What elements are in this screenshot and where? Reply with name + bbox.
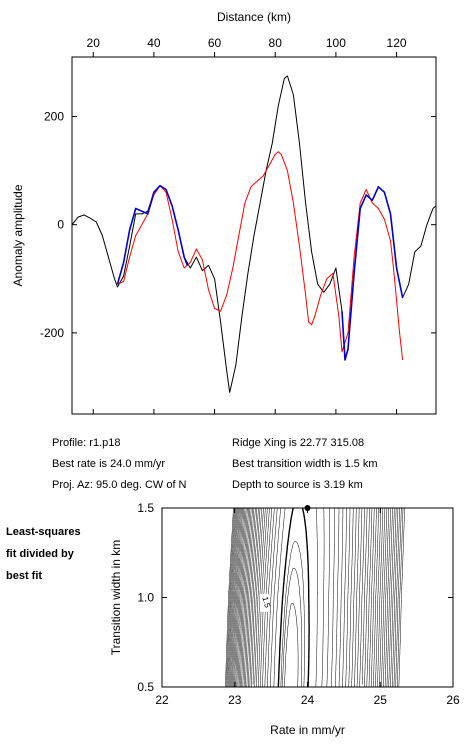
contour-x-tick-label: 25 [374, 693, 388, 707]
contour-level-line [236, 508, 386, 687]
contour-level-line [270, 508, 325, 687]
contour-x-tick-label: 22 [155, 693, 169, 707]
fit_window-series-line [116, 184, 189, 285]
contour-frame [161, 507, 454, 688]
contour-level-line [277, 508, 310, 687]
profile-label: Profile: r1.p18 [52, 437, 121, 449]
contour-level-line [237, 508, 384, 687]
contour-level-line [243, 508, 373, 687]
contour-level-line [267, 508, 330, 687]
contour-y-tick-label: 0.5 [137, 680, 154, 694]
y-tick-label: -200 [40, 326, 64, 340]
contour-level-line [231, 508, 395, 687]
contour-level-line [284, 602, 299, 687]
contour-level-line [228, 508, 400, 687]
contour-level-label: 1.5 [260, 596, 272, 610]
contour-level-line [248, 508, 365, 687]
x-tick-label: 100 [326, 36, 346, 50]
contour-y-tick-label: 1.0 [137, 591, 154, 605]
ridge-crossing-label: Ridge Xing is 22.77 315.08 [232, 437, 365, 449]
contour-level-line [230, 508, 397, 687]
x-axis-title: Distance (km) [217, 10, 291, 24]
contour-level-line [280, 540, 305, 687]
y-tick-label: 200 [44, 110, 64, 124]
contour-level-line [249, 508, 363, 687]
contour-level-line [228, 508, 399, 687]
contour-level-line [246, 508, 368, 687]
contour-y-axis-title: Transition width in km [109, 540, 123, 656]
anomaly-profile-plot: 20 40 60 80 100 120 -200 0 200 Distance (km) Anoma… [11, 10, 437, 415]
projection-azimuth-label: Proj. Az: 95.0 deg. CW of N [52, 479, 187, 491]
contour-level-line [254, 508, 354, 687]
contour-level-line [227, 508, 402, 687]
contour-level-line [234, 508, 390, 687]
best-width-label: Best transition width is 1.5 km [232, 458, 378, 470]
contour-level-line [226, 508, 404, 687]
plot-frame [71, 56, 437, 415]
misfit-contour-plot: 22 23 24 25 26 0.5 1.0 1.5 Rate in mm/yr Transiti… [109, 501, 460, 737]
contour-level-line [225, 508, 405, 687]
y-axis-title: Anomaly amplitude [11, 184, 25, 286]
side-note-line-1: Least-squares [6, 526, 81, 538]
contour-level-line [232, 508, 393, 687]
source-depth-label: Depth to source is 3.19 km [232, 479, 363, 491]
contour-level-line [242, 508, 375, 687]
contour-level-line [240, 508, 379, 687]
contour-level-line [256, 508, 351, 687]
contour-x-tick-label: 23 [228, 693, 242, 707]
contour-x-tick-label: 26 [446, 693, 460, 707]
contour-level-line [241, 508, 377, 687]
contour-level-line [273, 508, 318, 687]
contour-level-line [233, 508, 391, 687]
contour-x-tick-label: 24 [301, 693, 315, 707]
side-note-line-2: fit divided by [6, 548, 74, 560]
x-tick-label: 40 [147, 36, 161, 50]
contour-lines [225, 508, 405, 687]
contour-level-line [251, 508, 360, 687]
observed-series-line [71, 75, 437, 393]
x-tick-label: 60 [208, 36, 222, 50]
contour-label-background [259, 593, 269, 612]
best-rate-label: Best rate is 24.0 mm/yr [52, 458, 166, 470]
x-tick-label: 20 [87, 36, 101, 50]
x-tick-label: 80 [269, 36, 283, 50]
contour-x-axis-title: Rate in mm/yr [270, 723, 345, 737]
side-note-line-3: best fit [6, 570, 43, 582]
contour-level-line [235, 508, 388, 687]
model-series-line [117, 151, 404, 360]
contour-level-line [282, 567, 303, 687]
contour-level-line [258, 508, 347, 687]
best-fit-marker [304, 505, 311, 511]
y-tick-label: 0 [57, 218, 64, 232]
contour-level-line [252, 508, 357, 687]
contour-level-line [238, 508, 382, 687]
contour-y-tick-label: 1.5 [137, 501, 154, 515]
contour-level-line [245, 508, 370, 687]
x-tick-label: 120 [387, 36, 407, 50]
fit_window-series-line [341, 186, 404, 361]
